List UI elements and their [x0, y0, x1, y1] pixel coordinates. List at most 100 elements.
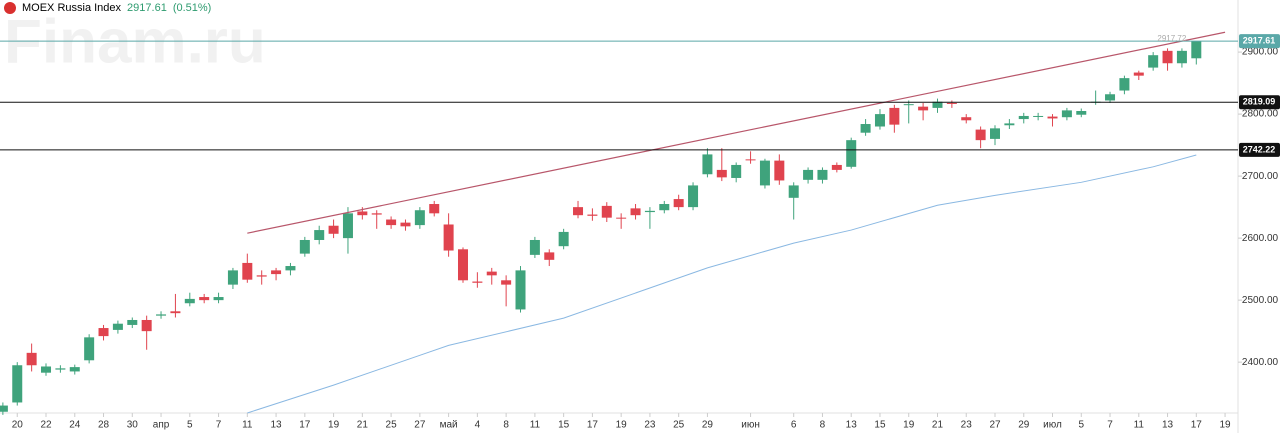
x-tick-label: 11: [1134, 420, 1145, 431]
level-label-bg: [1239, 142, 1280, 157]
candle-body: [429, 204, 440, 214]
candle-body: [299, 239, 310, 254]
candle-body: [788, 185, 799, 198]
x-tick-label: 6: [791, 420, 797, 431]
watermark: Finam.ru: [4, 7, 266, 76]
candle-body: [975, 129, 986, 141]
trend-line: [247, 31, 1226, 234]
x-tick-label: 20: [12, 420, 24, 431]
candle-body: [371, 213, 382, 215]
x-tick-label: 21: [932, 420, 944, 431]
x-tick-label: 7: [1107, 420, 1113, 431]
x-tick-label: 30: [127, 420, 139, 431]
candle-body: [1047, 116, 1058, 119]
candle-body: [573, 207, 584, 216]
candle-body: [1176, 50, 1187, 64]
candle-body: [1191, 41, 1202, 59]
x-tick-label: 15: [874, 420, 886, 431]
x-tick-label: 13: [271, 420, 283, 431]
x-tick-label: 17: [299, 420, 311, 431]
x-tick-label: апр: [153, 420, 170, 431]
x-tick-label: 19: [1219, 420, 1231, 431]
candle-body: [587, 214, 598, 216]
x-tick-label: 13: [846, 420, 858, 431]
candle-body: [702, 154, 713, 175]
x-tick-label: июн: [741, 420, 760, 431]
candle-body: [831, 164, 842, 170]
candle-body: [414, 210, 425, 226]
candle-body: [242, 262, 253, 280]
level-label: 2917.61: [1243, 36, 1276, 46]
candle-body: [1076, 111, 1087, 115]
candle-body: [443, 224, 454, 251]
candle-body: [386, 219, 397, 226]
x-tick-label: 23: [644, 420, 656, 431]
x-tick-label: 19: [903, 420, 915, 431]
level-label: 2742.22: [1243, 144, 1276, 154]
candle-body: [817, 169, 828, 180]
candle-body: [774, 160, 785, 181]
candle-body: [932, 101, 943, 108]
candle-body: [616, 217, 627, 219]
x-tick-label: 19: [616, 420, 628, 431]
y-tick-label: 2400.00: [1242, 357, 1279, 368]
candle-body: [1105, 94, 1116, 101]
candle-body: [1119, 78, 1130, 91]
candle-body: [357, 211, 368, 216]
candle-body: [0, 405, 8, 412]
candle-body: [486, 271, 497, 276]
x-tick-label: 15: [558, 420, 570, 431]
y-tick-label: 2900.00: [1242, 47, 1279, 58]
x-tick-label: 4: [475, 420, 481, 431]
candle-body: [731, 164, 742, 178]
candle-body: [12, 365, 23, 403]
candle-body: [659, 204, 670, 211]
candle-body: [342, 213, 353, 239]
level-label-bg: [1239, 95, 1280, 110]
candle-body: [1148, 55, 1159, 68]
candle-body: [1133, 72, 1144, 76]
candle-body: [98, 328, 109, 337]
y-tick-label: 2700.00: [1242, 171, 1279, 182]
candle-body: [860, 124, 871, 133]
x-tick-label: 27: [989, 420, 1001, 431]
candle-body: [874, 114, 885, 127]
x-tick-label: 13: [1162, 420, 1174, 431]
candle-body: [55, 368, 66, 370]
y-tick-label: 2800.00: [1242, 109, 1279, 120]
max-marker: 2917.72: [1157, 34, 1186, 43]
candle-body: [285, 266, 296, 271]
x-tick-label: 5: [1078, 420, 1084, 431]
x-tick-label: 5: [187, 420, 193, 431]
level-label-bg: [1239, 34, 1280, 49]
x-tick-label: 23: [961, 420, 973, 431]
x-tick-label: 21: [357, 420, 369, 431]
x-tick-label: 27: [414, 420, 426, 431]
candle-body: [889, 107, 900, 125]
moving-average: [247, 154, 1197, 414]
x-tick-label: 17: [587, 420, 599, 431]
candle-body: [1061, 110, 1072, 118]
x-tick-label: 28: [98, 420, 110, 431]
candle-body: [990, 128, 1001, 139]
x-tick-label: 17: [1191, 420, 1203, 431]
candle-body: [1033, 115, 1044, 117]
candle-body: [400, 222, 411, 227]
candle-body: [457, 249, 468, 281]
candle-body: [141, 319, 152, 332]
price: 2917.61: [127, 2, 167, 14]
candle-body: [544, 252, 555, 260]
candle-body: [227, 270, 238, 285]
change: (0.51%): [172, 2, 212, 14]
candle-body: [199, 297, 210, 301]
candle-body: [558, 231, 569, 247]
candle-body: [644, 210, 655, 213]
candle-body: [903, 104, 914, 106]
candle-body: [515, 270, 526, 310]
x-tick-label: май: [440, 420, 458, 431]
candle-body: [759, 160, 770, 186]
candle-body: [26, 352, 37, 366]
candle-body: [256, 275, 267, 277]
